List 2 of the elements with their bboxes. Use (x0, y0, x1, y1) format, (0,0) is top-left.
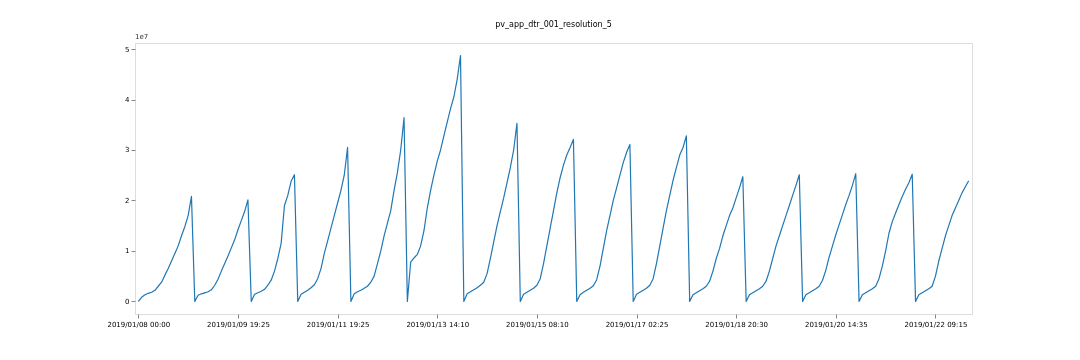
line-series (137, 55, 970, 302)
chart-title: pv_app_dtr_001_resolution_5 (495, 20, 612, 29)
